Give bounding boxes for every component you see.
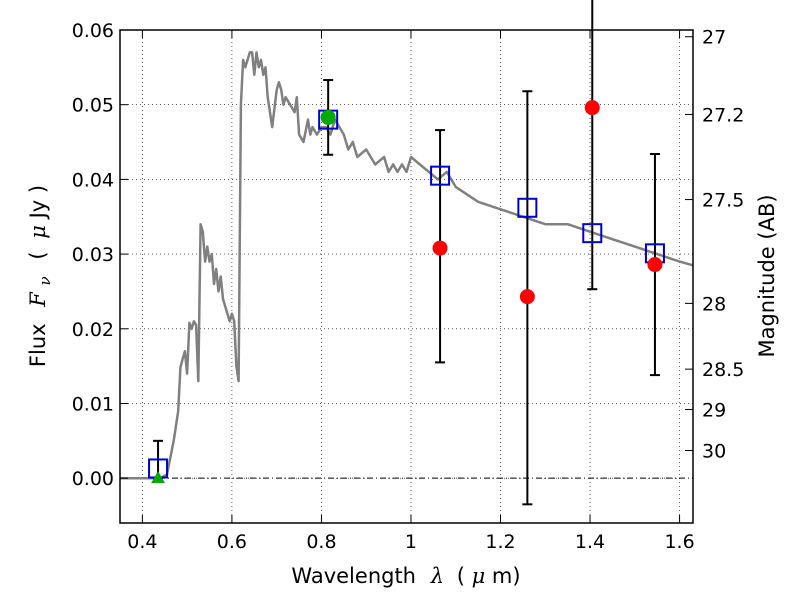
y-tick-label: 0.00 — [72, 468, 114, 490]
y-tick-label: 0.04 — [72, 169, 114, 191]
observed-point — [519, 289, 535, 305]
y2-tick-label: 28 — [702, 293, 726, 315]
y-tick-label: 0.02 — [72, 319, 114, 341]
observed-point — [432, 240, 448, 256]
upper-limit-triangle — [151, 471, 166, 484]
y-tick-label: 0.01 — [72, 393, 114, 415]
detection-point — [320, 109, 336, 125]
x-tick-label: 0.4 — [127, 531, 157, 553]
y-axis-label-text: Flux — [26, 323, 50, 367]
x-axis-label-open: ( — [457, 564, 465, 588]
model-band-square — [582, 223, 603, 244]
x-tick-label: 1.6 — [664, 531, 694, 553]
series-layer — [120, 0, 694, 506]
y2-tick-label: 27.5 — [702, 190, 744, 212]
y-axis-label-open: ( — [26, 251, 50, 259]
plot-area — [120, 30, 693, 523]
model-band-square — [430, 165, 451, 186]
y-axis-label-unit: Jy ) — [26, 185, 50, 221]
x-axis-label-text: Wavelength — [291, 564, 416, 588]
y-tick-label: 0.06 — [72, 20, 114, 42]
x-tick-label: 1.4 — [575, 531, 605, 553]
x-axis-label-mu: μ — [472, 564, 486, 588]
x-axis-label: Wavelength λ ( μ m) — [291, 564, 520, 588]
y2-tick-label: 27.2 — [702, 104, 744, 126]
x-axis-label-symbol: λ — [430, 564, 444, 588]
x-tick-label: 1 — [405, 531, 417, 553]
y-axis-label-mu: μ — [26, 225, 50, 239]
y-axis-label: Flux F ν ( μ Jy ) — [26, 185, 55, 367]
x-axis-label-unit: m) — [492, 564, 521, 588]
y2-tick-label: 27 — [702, 27, 726, 49]
model-band-square — [517, 197, 538, 218]
y2-tick-label: 30 — [702, 441, 726, 463]
y-axis-label-sub: ν — [36, 276, 54, 285]
y-tick-label: 0.05 — [72, 95, 114, 117]
y2-tick-label: 29 — [702, 399, 726, 421]
y-tick-label: 0.03 — [72, 244, 114, 266]
x-tick-label: 0.6 — [217, 531, 247, 553]
y2-axis-label: Magnitude (AB) — [755, 194, 779, 357]
x-tick-label: 1.2 — [485, 531, 515, 553]
y2-tick-label: 28.5 — [702, 359, 744, 381]
sed-model-line — [120, 51, 694, 480]
observed-point — [647, 257, 663, 273]
observed-point — [584, 100, 600, 116]
x-tick-label: 0.8 — [306, 531, 336, 553]
ticks: 0.4 0.6 0.8 1 1.2 1.4 1.6 0.00 0.01 0.02 0.03 0.04 0… — [72, 20, 745, 553]
plot-frame — [119, 29, 694, 524]
y-axis-label-symbol: F — [26, 291, 50, 308]
